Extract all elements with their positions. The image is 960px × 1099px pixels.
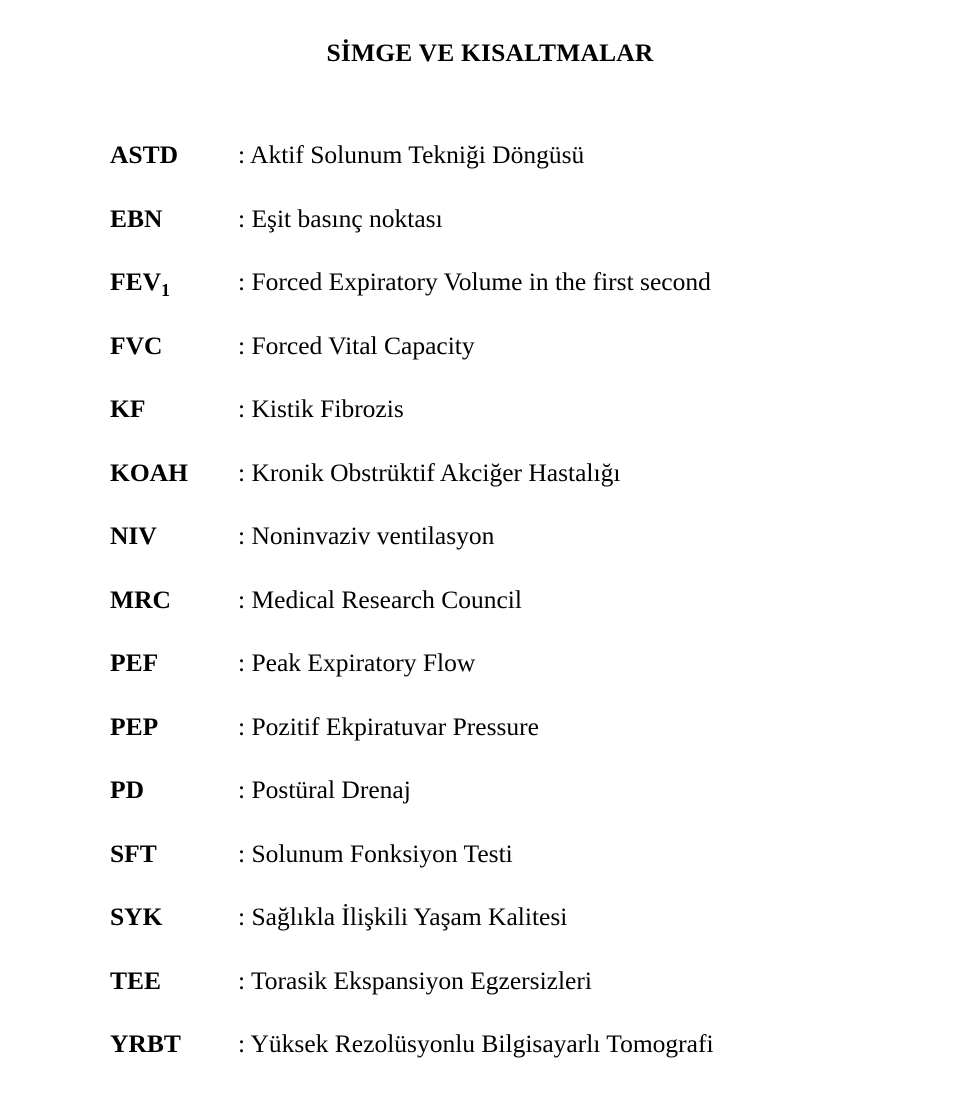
term: SYK	[110, 902, 230, 932]
term: PEF	[110, 648, 230, 678]
definition: : Pozitif Ekpiratuvar Pressure	[238, 712, 870, 742]
definition: : Solunum Fonksiyon Testi	[238, 839, 870, 869]
term: ASTD	[110, 140, 230, 170]
definition: : Eşit basınç noktası	[238, 204, 870, 234]
page: SİMGE VE KISALTMALAR ASTD : Aktif Solunu…	[0, 0, 960, 1099]
term: PEP	[110, 712, 230, 742]
term: MRC	[110, 585, 230, 615]
definition-list: ASTD : Aktif Solunum Tekniği Döngüsü EBN…	[110, 140, 870, 1059]
term: YRBT	[110, 1029, 230, 1059]
definition: : Kronik Obstrüktif Akciğer Hastalığı	[238, 458, 870, 488]
definition: : Forced Vital Capacity	[238, 331, 870, 361]
term: FVC	[110, 331, 230, 361]
term: SFT	[110, 839, 230, 869]
term: PD	[110, 775, 230, 805]
definition: : Noninvaziv ventilasyon	[238, 521, 870, 551]
page-title: SİMGE VE KISALTMALAR	[110, 38, 870, 68]
definition: : Torasik Ekspansiyon Egzersizleri	[238, 966, 870, 996]
definition: : Aktif Solunum Tekniği Döngüsü	[238, 140, 870, 170]
definition: : Sağlıkla İlişkili Yaşam Kalitesi	[238, 902, 870, 932]
definition: : Medical Research Council	[238, 585, 870, 615]
definition: : Yüksek Rezolüsyonlu Bilgisayarlı Tomog…	[238, 1029, 870, 1059]
term: FEV1	[110, 267, 230, 297]
term: NIV	[110, 521, 230, 551]
term: KOAH	[110, 458, 230, 488]
term: TEE	[110, 966, 230, 996]
term: KF	[110, 394, 230, 424]
term: EBN	[110, 204, 230, 234]
definition: : Forced Expiratory Volume in the first …	[238, 267, 870, 297]
definition: : Peak Expiratory Flow	[238, 648, 870, 678]
definition: : Kistik Fibrozis	[238, 394, 870, 424]
definition: : Postüral Drenaj	[238, 775, 870, 805]
